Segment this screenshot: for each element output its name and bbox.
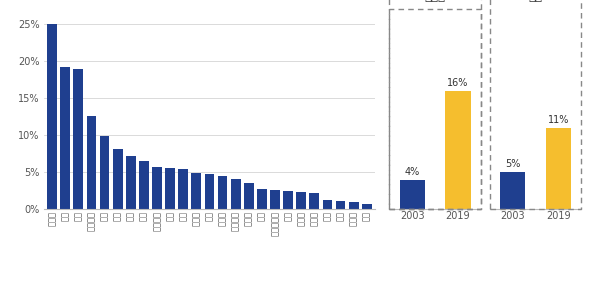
Bar	[336, 201, 346, 209]
Bar	[218, 176, 228, 209]
Bar	[323, 200, 332, 209]
Bar	[126, 156, 136, 209]
Text: 16%: 16%	[447, 78, 468, 88]
Bar	[191, 173, 201, 209]
Text: 5%: 5%	[505, 159, 520, 169]
Bar	[257, 189, 267, 209]
Bar	[244, 183, 254, 209]
Bar	[178, 169, 188, 209]
Bar	[113, 149, 123, 209]
Text: 中国占全
球GDP
的比重: 中国占全 球GDP 的比重	[419, 0, 451, 3]
Text: 中国占全
球贸易的
比重: 中国占全 球贸易的 比重	[522, 0, 549, 3]
Bar	[309, 193, 319, 209]
Bar	[546, 128, 571, 209]
Bar	[270, 190, 280, 209]
Bar	[349, 202, 359, 209]
Bar	[47, 24, 57, 209]
Bar	[362, 204, 372, 209]
Bar	[500, 172, 525, 209]
Bar	[165, 169, 175, 209]
Text: 4%: 4%	[405, 167, 420, 177]
Bar	[60, 67, 70, 209]
Bar	[139, 161, 149, 209]
Bar	[100, 136, 110, 209]
Bar	[87, 116, 96, 209]
Bar	[399, 180, 425, 209]
Bar	[205, 174, 214, 209]
Bar	[73, 69, 83, 209]
Bar	[152, 167, 162, 209]
Bar	[445, 91, 471, 209]
Text: 11%: 11%	[548, 115, 569, 125]
Bar	[283, 191, 293, 209]
Bar	[296, 192, 306, 209]
Bar	[231, 179, 241, 209]
